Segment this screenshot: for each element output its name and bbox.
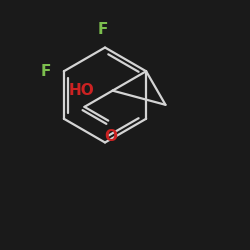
Text: F: F [97,22,108,38]
Text: HO: HO [69,83,95,98]
Text: F: F [41,64,51,79]
Text: O: O [104,130,117,144]
